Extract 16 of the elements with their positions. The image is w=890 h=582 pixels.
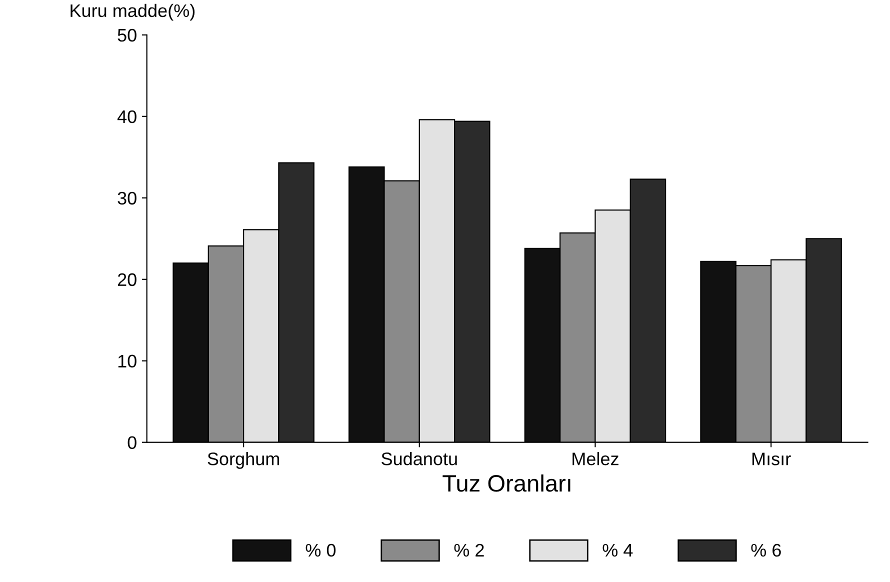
x-tick-label: Melez xyxy=(572,452,618,466)
x-axis-title: Tuz Oranları xyxy=(442,474,570,492)
y-tick-label: 50 xyxy=(118,28,136,42)
y-tick-label: 30 xyxy=(118,192,136,205)
y-tick-label: 10 xyxy=(118,354,136,368)
y-tick-label: 0 xyxy=(128,436,136,450)
legend-label: % 2 xyxy=(454,544,484,557)
y-tick-label: 40 xyxy=(117,110,136,124)
x-tick-label: Sudanotu xyxy=(382,452,457,466)
y-tick-label: 20 xyxy=(118,273,136,286)
legend-label: % 6 xyxy=(751,544,781,557)
x-tick-label: Sorghum xyxy=(208,452,279,469)
y-axis-title: Kuru madde(%) xyxy=(70,4,195,21)
legend-label: % 0 xyxy=(306,544,336,557)
legend-label: % 4 xyxy=(602,544,633,557)
x-tick-label: Mısır xyxy=(752,452,791,466)
